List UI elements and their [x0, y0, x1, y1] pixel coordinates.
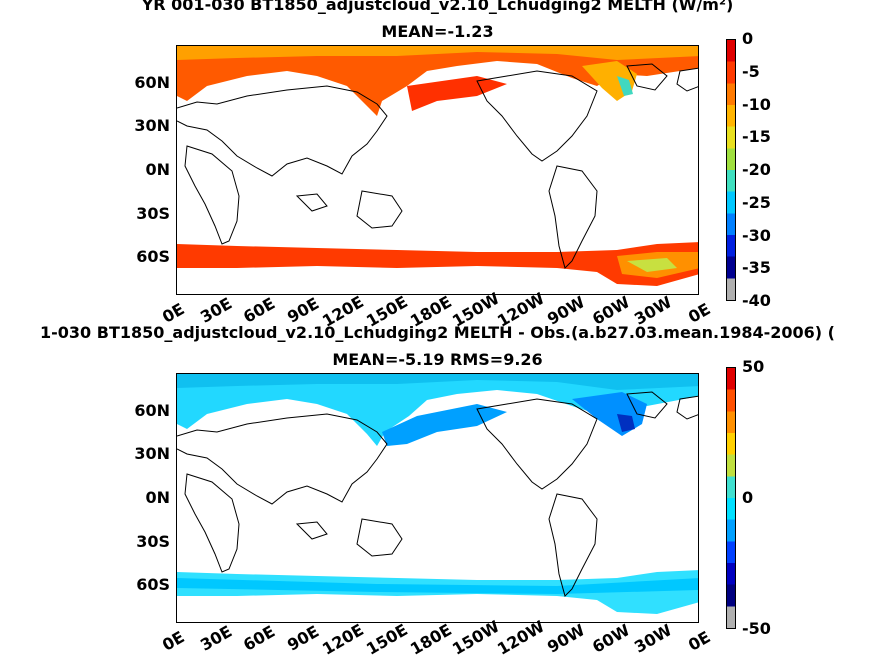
lon-label: 60E: [240, 621, 279, 655]
colorbar-tick-label: -50: [742, 619, 771, 638]
lon-label: 30E: [197, 621, 236, 655]
lat-label: 30N: [134, 116, 170, 135]
lat-label: 60S: [136, 247, 170, 266]
arctic-melt-region: [177, 46, 698, 116]
map-panel-top: YR 001-030 BT1850_adjustcloud_v2.10_Lchu…: [0, 0, 875, 331]
colorbar-tick-label: -35: [742, 258, 771, 278]
lat-label: 60N: [134, 73, 170, 92]
lat-label: 60S: [136, 575, 170, 594]
lat-label: 0N: [145, 488, 170, 507]
lon-label: 0E: [159, 627, 188, 655]
arctic-diff-region: [177, 374, 698, 446]
lat-label: 30N: [134, 444, 170, 463]
lat-label: 30S: [136, 204, 170, 223]
colorbar-tick-label: -5: [742, 61, 760, 81]
coastlines: [177, 391, 698, 597]
lon-label: 120E: [319, 620, 367, 659]
lon-label: 90E: [284, 293, 323, 327]
colorbar-tick-label: 0: [742, 488, 754, 507]
southern-melt-green: [627, 258, 677, 272]
labrador-diff: [572, 392, 647, 436]
map-subtitle: MEAN=-5.19 RMS=9.26: [332, 350, 543, 369]
map-canvas: [177, 374, 698, 614]
lon-label: 90E: [284, 621, 323, 655]
lon-label: 90W: [544, 620, 589, 657]
colorbar-tick-label: -20: [742, 160, 771, 179]
north-pacific-melt: [407, 76, 507, 111]
map-plot-area: [176, 45, 699, 295]
north-pacific-diff: [382, 404, 507, 446]
colorbar-tick-label: -40: [742, 291, 771, 310]
colorbar-tick-label: -15: [742, 127, 771, 147]
map-plot-area: [176, 373, 699, 623]
lat-label: 30S: [136, 532, 170, 551]
southern-melt-region: [177, 242, 698, 286]
lon-label: 150W: [449, 616, 503, 659]
map-canvas: [177, 46, 698, 286]
colorbar-tick-label: -25: [742, 192, 771, 212]
map-title: YR 001-030 BT1850_adjustcloud_v2.10_Lchu…: [141, 0, 734, 14]
lon-label: 150E: [363, 620, 411, 659]
lon-label: 60W: [589, 620, 634, 657]
colorbar: [726, 367, 736, 629]
lon-label: 180E: [407, 620, 455, 659]
lon-label: 0E: [685, 627, 714, 655]
map-title: 1-030 BT1850_adjustcloud_v2.10_Lchudging…: [40, 323, 835, 342]
map-panel-bottom: 1-030 BT1850_adjustcloud_v2.10_Lchudging…: [0, 324, 875, 659]
southern-diff-inner: [177, 578, 698, 594]
map-subtitle: MEAN=-1.23: [381, 22, 494, 41]
lat-label: 60N: [134, 401, 170, 420]
labrador-melt-cyan: [617, 76, 633, 96]
colorbar-tick-label: -10: [742, 94, 771, 114]
coastlines: [177, 63, 698, 269]
lon-label: 120W: [494, 616, 548, 659]
arctic-diff-inner: [177, 374, 698, 390]
lon-label: 60E: [240, 293, 279, 327]
lon-label: 30E: [197, 293, 236, 327]
colorbar: [726, 39, 736, 301]
lon-label: 30W: [631, 620, 676, 657]
colorbar-tick-label: -30: [742, 225, 771, 245]
colorbar-tick-label: 50: [742, 357, 765, 376]
arctic-melt-inner: [177, 46, 698, 60]
labrador-diff-dark: [617, 414, 635, 432]
lat-label: 0N: [145, 160, 170, 179]
colorbar-tick-label: 0: [742, 29, 754, 48]
